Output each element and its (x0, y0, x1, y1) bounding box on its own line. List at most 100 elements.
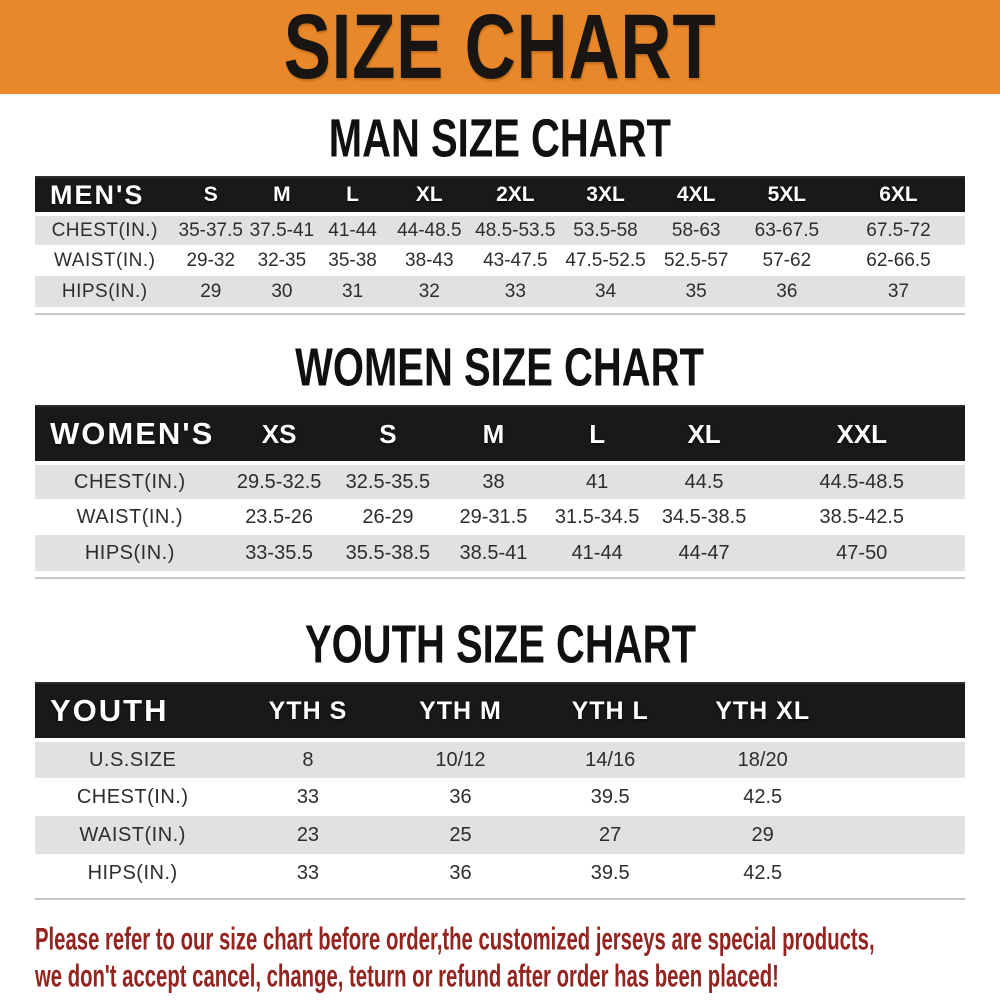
size-value-cell: 33 (296, 785, 320, 808)
size-value-cell: 47.5-52.5 (565, 249, 646, 271)
man-size-table: MEN'S S M L XL 2XL 3XL 4XL 5XL 6XL CHEST(IN.) 35-37… (35, 176, 965, 307)
size-value-cell: 26-29 (362, 505, 414, 528)
size-value-cell: 35 (685, 280, 707, 302)
size-value-cell: 37 (887, 280, 910, 302)
row-label: WAIST(IN.) (76, 505, 184, 528)
size-value-cell: 52.5-57 (663, 249, 729, 271)
size-header-cell: L (316, 176, 389, 216)
row-label: WAIST(IN.) (79, 823, 186, 846)
size-value-cell: 29 (200, 280, 222, 302)
measurement-row: CHEST(IN.) 35-37.5 37.5-41 41-44 44-48.5 48.5… (35, 214, 965, 245)
size-value-cell: 32-35 (257, 249, 307, 271)
size-header-cell: S (174, 176, 248, 216)
empty-cell (840, 778, 965, 816)
row-label: HIPS(IN.) (84, 541, 175, 564)
size-value-cell: 14/16 (585, 748, 636, 771)
measurement-row: WAIST(IN.) 23 25 27 29 (35, 816, 965, 854)
size-value-cell: 41 (586, 470, 609, 493)
size-header-cell: 2XL (470, 176, 561, 216)
size-value-cell: 38 (482, 470, 505, 493)
women-table-rule (35, 577, 965, 579)
empty-cell (840, 816, 965, 854)
size-value-cell: 35-37.5 (178, 219, 243, 241)
measurement-row: HIPS(IN.) 33 36 39.5 42.5 (35, 854, 965, 892)
size-value-cell: 39.5 (590, 785, 630, 808)
row-label: HIPS(IN.) (87, 861, 178, 884)
size-header-cell: S (333, 405, 443, 465)
size-header-cell: 5XL (741, 176, 832, 216)
size-header-cell: YTH L (535, 682, 686, 742)
size-value-cell: 36 (449, 861, 472, 884)
size-value-cell: 48.5-53.5 (475, 219, 556, 241)
size-value-cell: 8 (302, 748, 314, 771)
youth-size-heading-text: YOUTH SIZE CHART (304, 613, 696, 675)
empty-cell (840, 854, 965, 892)
size-header-cell: XL (649, 405, 759, 465)
size-value-cell: 58-63 (671, 219, 721, 241)
row-label: CHEST(IN.) (74, 470, 186, 493)
size-value-cell: 42.5 (743, 861, 783, 884)
size-value-cell: 33 (296, 861, 320, 884)
youth-table-rule (35, 898, 965, 900)
size-value-cell: 18/20 (737, 748, 788, 771)
table-corner-label: WOMEN'S (35, 405, 225, 465)
man-size-section: MAN SIZE CHART MEN'S S M L XL 2XL 3XL 4XL 5XL 6XL… (0, 96, 1000, 315)
women-size-table: WOMEN'S XS S M L XL XXL CHEST(IN.) 29.5-32.5 32.5… (35, 405, 965, 571)
row-label: CHEST(IN.) (76, 785, 189, 808)
size-value-cell: 38-43 (405, 249, 454, 271)
size-value-cell: 31.5-34.5 (554, 505, 640, 528)
size-value-cell: 23 (296, 823, 320, 846)
measurement-row: U.S.SIZE 8 10/12 14/16 18/20 (35, 740, 965, 778)
size-value-cell: 36 (776, 280, 798, 302)
youth-size-section: YOUTH SIZE CHART YOUTH YTH S YTH M YTH L YTH… (0, 579, 1000, 900)
man-size-heading: MAN SIZE CHART (0, 96, 1000, 169)
row-label: WAIST(IN.) (54, 249, 156, 271)
row-label: U.S.SIZE (88, 748, 177, 771)
size-value-cell: 10/12 (435, 748, 486, 771)
empty-header-cell (840, 682, 965, 742)
table-corner-label: YOUTH (35, 682, 231, 742)
youth-size-table: YOUTH YTH S YTH M YTH L YTH XL U.S.SIZE 8 10/12… (35, 682, 965, 892)
size-value-cell: 57-62 (762, 249, 812, 271)
size-header-cell: L (544, 405, 650, 465)
size-table-header-row: MEN'S S M L XL 2XL 3XL 4XL 5XL 6XL (35, 176, 965, 216)
size-value-cell: 53.5-58 (573, 219, 638, 241)
size-header-cell: 3XL (560, 176, 651, 216)
size-value-cell: 41-44 (571, 541, 623, 564)
size-value-cell: 31 (342, 280, 364, 302)
women-size-heading-text: WOMEN SIZE CHART (295, 336, 705, 398)
size-value-cell: 35.5-38.5 (345, 541, 431, 564)
size-header-cell: 4XL (650, 176, 742, 216)
size-value-cell: 35-38 (328, 249, 377, 271)
man-table-rule (35, 313, 965, 315)
banner-title: SIZE CHART (283, 0, 717, 98)
measurement-row: HIPS(IN.) 29 30 31 32 33 34 35 36 37 (35, 276, 965, 307)
size-value-cell: 36 (449, 785, 472, 808)
measurement-row: WAIST(IN.) 23.5-26 26-29 29-31.5 31.5-34.5 34… (35, 499, 965, 535)
size-header-cell: YTH S (230, 682, 386, 742)
size-header-cell: XS (224, 405, 334, 465)
women-size-heading: WOMEN SIZE CHART (0, 315, 1000, 398)
size-header-cell: 6XL (831, 176, 965, 216)
size-value-cell: 33 (504, 280, 526, 302)
size-value-cell: 30 (271, 280, 293, 302)
size-header-cell: M (247, 176, 317, 216)
size-value-cell: 32 (418, 280, 440, 302)
man-size-heading-text: MAN SIZE CHART (328, 107, 672, 169)
size-header-cell: YTH XL (685, 682, 841, 742)
size-value-cell: 23.5-26 (245, 505, 314, 528)
size-value-cell: 33-35.5 (245, 541, 314, 564)
row-label: CHEST(IN.) (51, 219, 158, 241)
measurement-row: HIPS(IN.) 33-35.5 35.5-38.5 38.5-41 41-44 44-… (35, 535, 965, 571)
size-value-cell: 44.5-48.5 (819, 470, 904, 493)
size-value-cell: 25 (449, 823, 472, 846)
measurement-row: CHEST(IN.) 29.5-32.5 32.5-35.5 38 41 44.5 44.5… (35, 463, 965, 499)
size-value-cell: 43-47.5 (483, 249, 548, 271)
women-size-section: WOMEN SIZE CHART WOMEN'S XS S M L XL XXL CHEST(… (0, 315, 1000, 579)
banner: SIZE CHART (0, 0, 1000, 96)
size-value-cell: 34.5-38.5 (661, 505, 747, 528)
size-value-cell: 44.5 (684, 470, 724, 493)
disclaimer-line-2: we don't accept cancel, change, teturn o… (35, 957, 779, 994)
size-table-header-row: YOUTH YTH S YTH M YTH L YTH XL (35, 682, 965, 742)
measurement-row: CHEST(IN.) 33 36 39.5 42.5 (35, 778, 965, 816)
